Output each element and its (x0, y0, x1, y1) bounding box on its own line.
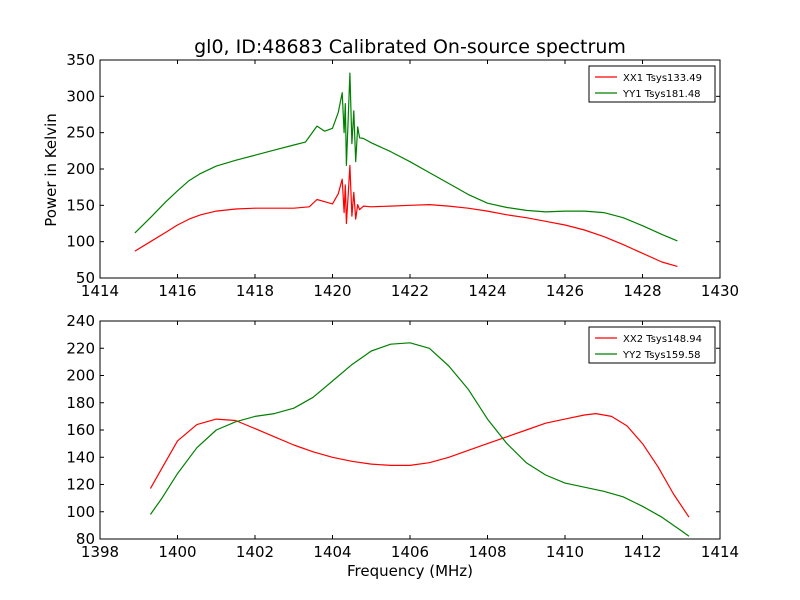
x-tick-label: 1406 (391, 543, 429, 561)
y-tick-label: 150 (66, 196, 95, 214)
bottom-spectrum-panel: 1398 1400 1402 1404 1406 1408 1410 1412 1414 80 10… (66, 312, 739, 561)
y-tick-label: 200 (66, 367, 95, 385)
legend-label: YY1 Tsys181.48 (622, 89, 701, 100)
x-tick-label: 1426 (546, 282, 584, 300)
x-tick-label: 1402 (236, 543, 274, 561)
x-axis-label: Frequency (MHz) (347, 562, 473, 580)
y-tick-label: 220 (66, 339, 95, 357)
x-tick-label: 1422 (391, 282, 429, 300)
x-tick-label: 1410 (546, 543, 584, 561)
series-line-yy1 (134, 72, 678, 242)
x-tick-label: 1408 (468, 543, 506, 561)
y-tick-label: 80 (76, 530, 95, 548)
y-tick-label: 100 (66, 503, 95, 521)
y-tick-label: 240 (66, 312, 95, 330)
x-tick-label: 1420 (313, 282, 351, 300)
y-tick-label: 200 (66, 160, 95, 178)
legend-box (588, 65, 716, 103)
x-tick-label: 1398 (81, 543, 119, 561)
x-tick-label: 1400 (158, 543, 196, 561)
legend-label: XX2 Tsys148.94 (623, 334, 702, 345)
y-tick-label: 140 (66, 448, 95, 466)
x-tick-label: 1418 (236, 282, 274, 300)
y-tick-label: 120 (66, 476, 95, 494)
x-tick-label: 1404 (313, 543, 351, 561)
legend-label: YY2 Tsys159.58 (622, 350, 701, 361)
legend-box (588, 326, 716, 364)
x-tick-label: 1428 (623, 282, 661, 300)
y-tick-label: 100 (66, 233, 95, 251)
top-spectrum-panel: 1414 1416 1418 1420 1422 1424 1426 1428 1430 50 10… (66, 51, 739, 300)
y-tick-label: 50 (76, 269, 95, 287)
series-line-xx2 (149, 413, 690, 518)
y-axis-label: Power in Kelvin (42, 113, 60, 227)
y-tick-label: 350 (66, 51, 95, 69)
y-tick-label: 250 (66, 124, 95, 142)
x-tick-label: 1414 (701, 543, 739, 561)
y-tick-label: 160 (66, 421, 95, 439)
axes-frame (99, 59, 721, 279)
x-tick-label: 1416 (158, 282, 196, 300)
series-line-yy2 (149, 342, 690, 537)
series-line-xx1 (134, 164, 678, 267)
x-tick-label: 1424 (468, 282, 506, 300)
y-tick-label: 180 (66, 394, 95, 412)
axes-frame (99, 320, 721, 540)
x-tick-label: 1430 (701, 282, 739, 300)
y-tick-label: 300 (66, 87, 95, 105)
legend-label: XX1 Tsys133.49 (623, 73, 702, 84)
x-tick-label: 1412 (623, 543, 661, 561)
x-tick-label: 1414 (81, 282, 119, 300)
figure-title: gl0, ID:48683 Calibrated On-source spect… (194, 36, 626, 58)
